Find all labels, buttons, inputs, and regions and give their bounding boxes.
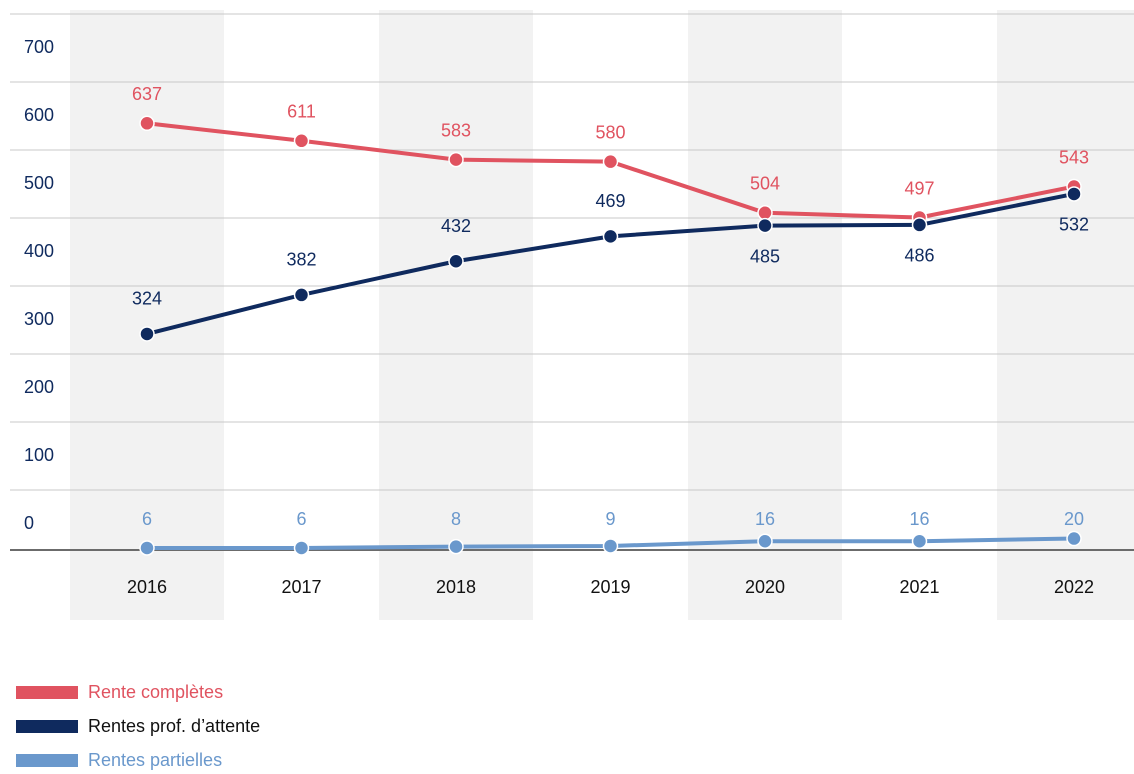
data-label-1-1: 382 bbox=[286, 250, 316, 270]
x-tick-label-2019: 2019 bbox=[590, 577, 630, 597]
x-tick-label-2018: 2018 bbox=[436, 577, 476, 597]
x-axis-ticks: 2016 2017 2018 2019 2020 2021 2022 bbox=[127, 577, 1094, 597]
y-tick-label-200: 200 bbox=[24, 377, 54, 397]
data-point-1-3 bbox=[602, 228, 619, 245]
y-tick-label-500: 500 bbox=[24, 173, 54, 193]
data-point-0-3 bbox=[602, 153, 619, 170]
data-label-0-2: 583 bbox=[441, 120, 471, 140]
x-tick-label-2022: 2022 bbox=[1054, 577, 1094, 597]
column-band-2020 bbox=[688, 10, 842, 620]
x-tick-label-2017: 2017 bbox=[281, 577, 321, 597]
y-tick-label-300: 300 bbox=[24, 309, 54, 329]
data-label-2-0: 6 bbox=[142, 509, 152, 529]
x-tick-label-2021: 2021 bbox=[899, 577, 939, 597]
data-point-0-2 bbox=[448, 151, 464, 168]
data-label-0-6: 543 bbox=[1059, 147, 1089, 167]
data-label-2-1: 6 bbox=[296, 509, 306, 529]
y-tick-label-700: 700 bbox=[24, 37, 54, 57]
column-band-2018 bbox=[379, 10, 533, 620]
data-point-0-1 bbox=[293, 133, 310, 149]
data-label-1-5: 486 bbox=[904, 246, 934, 266]
data-label-2-6: 20 bbox=[1064, 509, 1084, 529]
column-band-2022 bbox=[997, 10, 1134, 620]
legend-swatch-2 bbox=[16, 754, 78, 767]
data-point-0-4 bbox=[757, 205, 773, 221]
data-label-0-1: 611 bbox=[287, 102, 316, 122]
data-label-2-3: 9 bbox=[605, 509, 615, 529]
series-lines: 637 611 583 580 504 497 543 324 382 432 469 485 486 5… bbox=[132, 84, 1089, 556]
legend-label-2: Rentes partielles bbox=[88, 750, 222, 770]
data-point-2-4 bbox=[757, 533, 773, 549]
series-2: 6 6 8 9 16 16 20 bbox=[139, 509, 1084, 556]
data-point-1-4 bbox=[757, 217, 773, 234]
y-axis-ticks: 0 100 200 300 400 500 600 700 bbox=[24, 37, 54, 533]
series-1: 324 382 432 469 485 486 532 bbox=[132, 186, 1089, 342]
data-label-0-3: 580 bbox=[595, 122, 625, 142]
data-point-2-6 bbox=[1066, 530, 1082, 547]
data-point-2-3 bbox=[602, 538, 619, 554]
data-label-0-5: 497 bbox=[904, 178, 934, 198]
legend-label-1: Rentes prof. d’attente bbox=[88, 716, 260, 736]
legend-label-0: Rente complètes bbox=[88, 682, 223, 702]
data-point-2-0 bbox=[139, 540, 155, 556]
gridlines bbox=[10, 13, 1134, 551]
y-tick-label-100: 100 bbox=[24, 445, 54, 465]
data-point-1-6 bbox=[1066, 186, 1082, 202]
data-point-1-2 bbox=[448, 253, 464, 270]
data-point-1-1 bbox=[293, 287, 310, 303]
legend-swatch-1 bbox=[16, 720, 78, 733]
data-point-1-5 bbox=[911, 217, 928, 233]
legend-swatch-0 bbox=[16, 686, 78, 699]
data-point-2-1 bbox=[293, 540, 310, 556]
data-label-1-0: 324 bbox=[132, 289, 162, 309]
y-tick-label-400: 400 bbox=[24, 241, 54, 261]
data-label-1-3: 469 bbox=[595, 191, 625, 211]
x-tick-label-2016: 2016 bbox=[127, 577, 167, 597]
data-label-1-2: 432 bbox=[441, 216, 471, 236]
column-bands bbox=[70, 10, 1134, 620]
column-band-2016 bbox=[70, 10, 224, 620]
data-label-2-5: 16 bbox=[909, 509, 929, 529]
data-point-2-2 bbox=[448, 538, 464, 555]
data-label-2-4: 16 bbox=[755, 509, 775, 529]
legend: Rente complètes Rentes prof. d’attente Ren… bbox=[16, 682, 260, 770]
data-label-0-0: 637 bbox=[132, 84, 162, 104]
data-label-1-6: 532 bbox=[1059, 215, 1089, 235]
data-label-2-2: 8 bbox=[451, 509, 461, 529]
y-tick-label-600: 600 bbox=[24, 105, 54, 125]
data-label-1-4: 485 bbox=[750, 246, 780, 266]
data-point-2-5 bbox=[911, 533, 928, 549]
y-tick-label-0: 0 bbox=[24, 513, 34, 533]
data-point-1-0 bbox=[139, 326, 155, 342]
data-point-0-0 bbox=[139, 115, 155, 132]
x-tick-label-2020: 2020 bbox=[745, 577, 785, 597]
data-label-0-4: 504 bbox=[750, 174, 780, 194]
